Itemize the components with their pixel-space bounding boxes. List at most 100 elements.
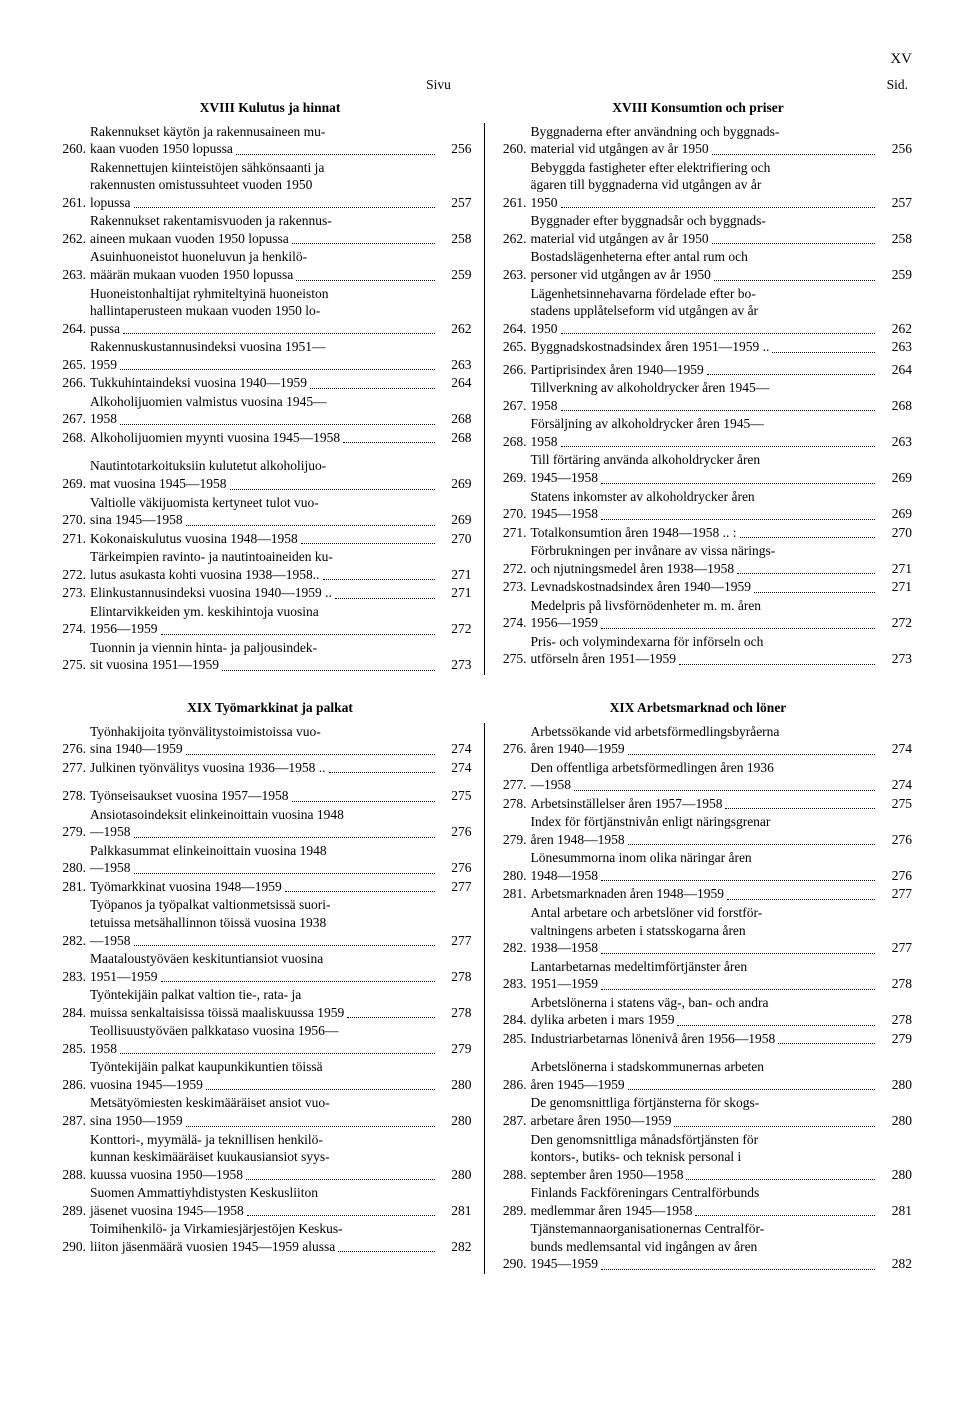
toc-entry: 287.De genomsnittliga förtjänsterna för … [497,1094,913,1129]
toc-entry: 285.Teollisuustyöväen palkkataso vuosina… [56,1022,472,1057]
entry-line: Byggnaderna efter användning och byggnad… [531,123,879,141]
entry-line: 1958 [531,433,879,451]
entry-number: 268. [497,433,531,451]
entry-number: 260. [56,140,90,158]
entry-line-text: medlemmar åren 1945—1958 [531,1202,693,1220]
toc-entry: 270.Statens inkomster av alkoholdrycker … [497,488,913,523]
entry-page: 277 [878,885,912,903]
entry-page: 281 [878,1202,912,1220]
entry-page: 259 [878,266,912,284]
entry-page: 275 [878,795,912,813]
entry-text: Rakennettujen kiinteistöjen sähkönsaanti… [90,159,438,212]
leader-dots [601,953,875,954]
entry-text: Arbetsinställelser åren 1957—1958 [531,795,879,813]
entry-page: 271 [438,566,472,584]
entry-line: 1945—1958 [531,469,879,487]
entry-line: 1956—1959 [90,620,438,638]
entry-line-text: Arbetslönerna i statens väg-, ban- och a… [531,994,769,1012]
entry-line-text: Tjänstemannaorganisationernas Centralför… [531,1220,765,1238]
leader-dots [285,891,435,892]
entry-line-text: Alkoholijuomien myynti vuosina 1945—1958 [90,429,340,447]
toc-entry: 263.Bostadslägenheterna efter antal rum … [497,248,913,283]
entry-line-text: utförseln åren 1951—1959 [531,650,676,668]
entry-line-text: dylika arbeten i mars 1959 [531,1011,675,1029]
entry-line: sina 1945—1958 [90,511,438,529]
toc-entry: 279.Ansiotasoindeksit elinkeinoittain vu… [56,806,472,841]
entry-number: 262. [56,230,90,248]
leader-dots [343,442,434,443]
entry-line: Huoneistonhaltijat ryhmiteltyinä huoneis… [90,285,438,303]
entry-page: 272 [438,620,472,638]
entry-line-text: tetuissa metsähallinnon töissä vuosina 1… [90,914,326,932]
entry-line: Työpanos ja työpalkat valtionmetsissä su… [90,896,438,914]
entry-line-text: Elinkustannusindeksi vuosina 1940—1959 .… [90,584,332,602]
toc-entry: 280.Lönesummorna inom olika näringar åre… [497,849,913,884]
entry-line: —1958 [90,932,438,950]
leader-dots [601,519,875,520]
entry-number: 271. [56,530,90,548]
toc-entry: 281.Työmarkkinat vuosina 1948—1959277 [56,878,472,896]
entry-line: stadens upplåtelseform vid utgången av å… [531,302,879,320]
entry-line: Toimihenkilö- ja Virkamiesjärjestöjen Ke… [90,1220,438,1238]
toc-entry: 262.Byggnader efter byggnadsår och byggn… [497,212,913,247]
leader-dots [561,333,876,334]
entry-text: Lantarbetarnas medeltimförtjänster åren1… [531,958,879,993]
entry-line: 1938—1958 [531,939,879,957]
leader-dots [323,579,435,580]
leader-dots [601,1269,875,1270]
entry-line-text: kunnan keskimääräiset kuukausiansiot syy… [90,1148,330,1166]
entry-line-text: 1938—1958 [531,939,599,957]
section-title-row: XIX Työmarkkinat ja palkatXIX Arbetsmark… [56,697,912,719]
entry-text: Työntekijäin palkat kaupunkikuntien töis… [90,1058,438,1093]
right-column: 260.Byggnaderna efter användning och byg… [497,123,913,675]
entry-page: 269 [438,475,472,493]
leader-dots [628,754,875,755]
entry-number: 288. [56,1166,90,1184]
entry-number: 270. [56,511,90,529]
leader-dots [677,1025,875,1026]
entry-text: Tukkuhintaindeksi vuosina 1940—1959 [90,374,438,392]
entry-text: Industriarbetarnas lönenivå åren 1956—19… [531,1030,879,1048]
entry-line-text: Lönesummorna inom olika näringar åren [531,849,752,867]
toc-entry: 264.Huoneistonhaltijat ryhmiteltyinä huo… [56,285,472,338]
entry-number: 267. [56,410,90,428]
entry-page: 263 [878,338,912,356]
entry-number: 287. [56,1112,90,1130]
entry-line-text: liiton jäsenmäärä vuosien 1945—1959 alus… [90,1238,335,1256]
entry-number: 270. [497,505,531,523]
entry-line-text: Tukkuhintaindeksi vuosina 1940—1959 [90,374,307,392]
entry-line-text: Rakennuskustannusindeksi vuosina 1951— [90,338,326,356]
toc-entry: 267.Tillverkning av alkoholdrycker åren … [497,379,913,414]
entry-line: Antal arbetare och arbetslöner vid forst… [531,904,879,922]
entry-line: åren 1948—1958 [531,831,879,849]
entry-number: 280. [56,859,90,877]
entry-page: 276 [878,867,912,885]
entry-line: 1958 [531,397,879,415]
entry-line-text: ägaren till byggnaderna vid utgången av … [531,176,762,194]
page-number: XV [56,50,912,70]
toc-entry: 286.Työntekijäin palkat kaupunkikuntien … [56,1058,472,1093]
entry-number: 264. [56,320,90,338]
entry-line-text: Huoneistonhaltijat ryhmiteltyinä huoneis… [90,285,328,303]
entry-page: 282 [438,1238,472,1256]
toc-entry: 267.Alkoholijuomien valmistus vuosina 19… [56,393,472,428]
entry-line-text: 1951—1959 [90,968,158,986]
entry-line-text: material vid utgången av år 1950 [531,140,709,158]
leader-dots [727,899,875,900]
entry-line: Rakennukset rakentamisvuoden ja rakennus… [90,212,438,230]
entry-text: Pris- och volymindexarna för införseln o… [531,633,879,668]
entry-number: 290. [497,1255,531,1273]
entry-line-text: lopussa [90,194,131,212]
entry-line: kunnan keskimääräiset kuukausiansiot syy… [90,1148,438,1166]
entry-number: 286. [56,1076,90,1094]
entry-line: Levnadskostnadsindex åren 1940—1959 [531,578,879,596]
leader-dots [134,837,435,838]
entry-line-text: Rakennukset käytön ja rakennusaineen mu- [90,123,325,141]
entry-number: 264. [497,320,531,338]
leader-dots [120,1053,435,1054]
entry-page: 278 [878,1011,912,1029]
entry-line-text: åren 1948—1958 [531,831,625,849]
entry-line: Arbetssökande vid arbetsförmedlingsbyråe… [531,723,879,741]
toc-entry: 285.Industriarbetarnas lönenivå åren 195… [497,1030,913,1048]
entry-page: 277 [438,932,472,950]
